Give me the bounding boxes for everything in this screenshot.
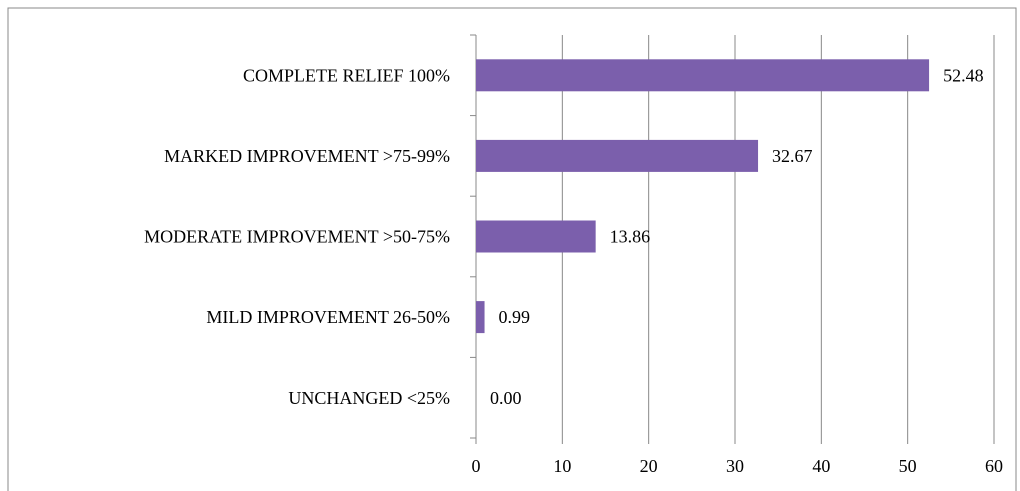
y-tick-label: COMPLETE RELIEF 100% xyxy=(243,65,450,85)
data-label: 0.00 xyxy=(490,388,522,408)
x-tick-label: 30 xyxy=(726,456,744,476)
bar xyxy=(476,139,759,172)
x-tick-label: 40 xyxy=(812,456,830,476)
bar xyxy=(476,59,930,92)
y-tick-label: MARKED IMPROVEMENT >75-99% xyxy=(164,146,450,166)
data-label: 0.99 xyxy=(499,307,531,327)
y-tick-label: MILD IMPROVEMENT 26-50% xyxy=(206,307,450,327)
chart-frame xyxy=(7,7,1017,491)
data-label: 52.48 xyxy=(943,65,984,85)
x-tick-label: 0 xyxy=(472,456,481,476)
x-tick-label: 10 xyxy=(553,456,571,476)
x-tick-label: 20 xyxy=(640,456,658,476)
data-label: 13.86 xyxy=(610,227,651,247)
y-tick-label: UNCHANGED <25% xyxy=(288,388,450,408)
bar xyxy=(476,301,485,334)
x-tick-label: 50 xyxy=(899,456,917,476)
bar xyxy=(476,220,596,253)
data-label: 32.67 xyxy=(772,146,813,166)
y-tick-label: MODERATE IMPROVEMENT >50-75% xyxy=(144,227,450,247)
x-tick-label: 60 xyxy=(985,456,1003,476)
